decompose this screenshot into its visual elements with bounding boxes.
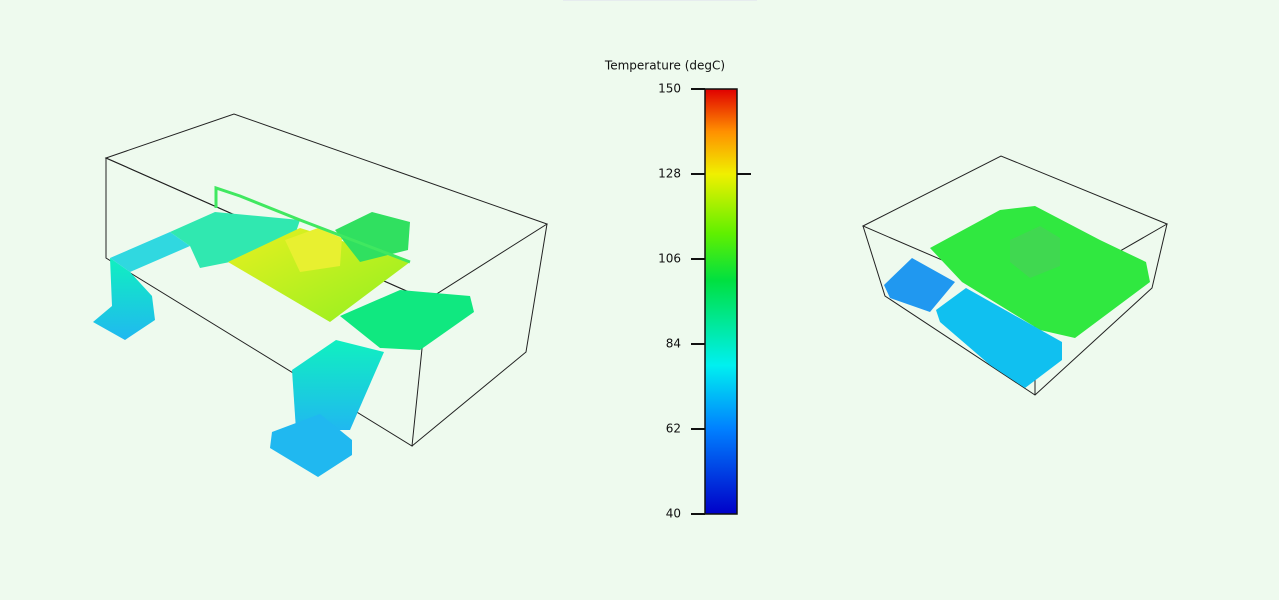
left-model [93,113,549,477]
tick-label: 150 [658,82,681,96]
tick-label: 128 [658,167,681,181]
tick-label: 84 [666,337,681,351]
colorbar [704,88,738,515]
tick-label: 40 [666,507,681,521]
right-model [861,155,1169,396]
tick-label: 62 [666,422,681,436]
tick-label: 106 [658,252,681,266]
colorbar-title: Temperature (degC) [604,59,725,73]
